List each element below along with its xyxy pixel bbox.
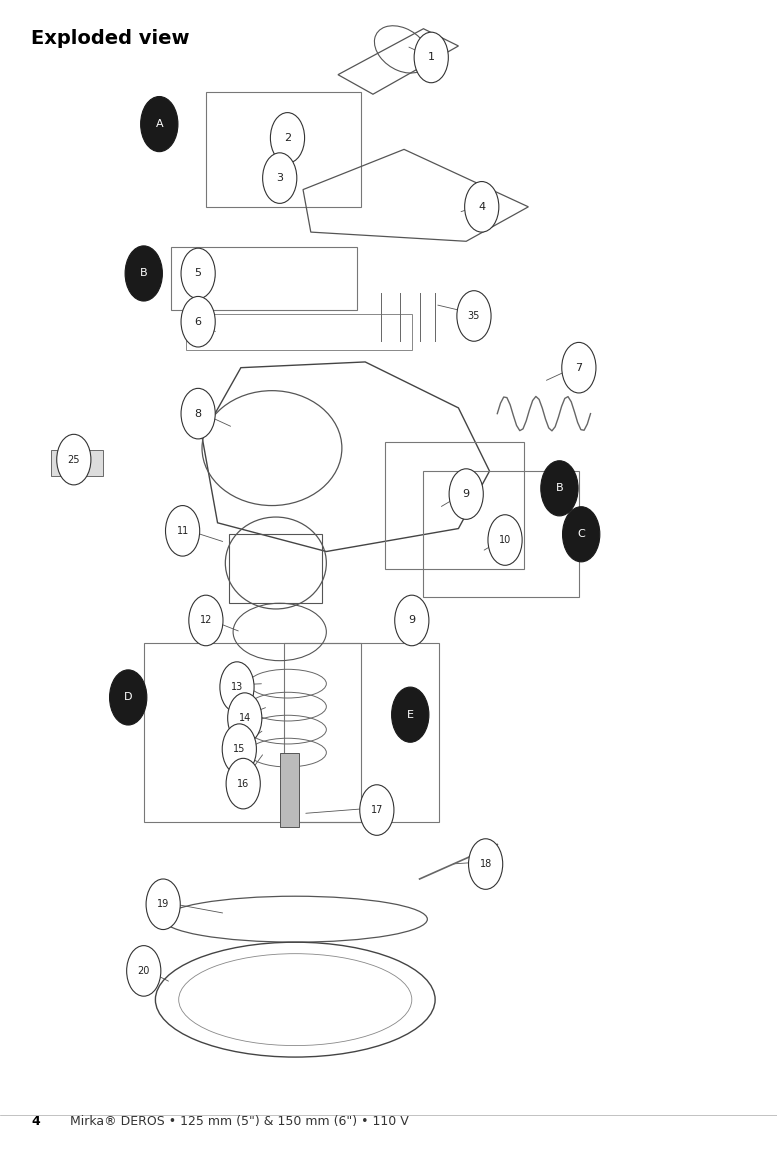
Circle shape (125, 246, 162, 301)
Text: C: C (577, 530, 585, 539)
Circle shape (392, 687, 429, 742)
Circle shape (220, 662, 254, 712)
Circle shape (226, 758, 260, 809)
Text: 14: 14 (239, 714, 251, 723)
Bar (206, 92, 361, 207)
Bar (229, 534, 322, 603)
Text: 12: 12 (200, 616, 212, 625)
Circle shape (181, 388, 215, 439)
Text: 10: 10 (499, 535, 511, 545)
Text: 3: 3 (276, 173, 284, 183)
Text: 15: 15 (233, 745, 246, 754)
Bar (144, 643, 361, 822)
Text: 4: 4 (478, 202, 486, 211)
Text: 16: 16 (237, 779, 249, 788)
Circle shape (57, 434, 91, 485)
Circle shape (146, 879, 180, 930)
Bar (171, 247, 357, 310)
Circle shape (228, 693, 262, 743)
Circle shape (541, 461, 578, 516)
Circle shape (263, 153, 297, 203)
Text: A: A (155, 119, 163, 129)
Text: E: E (406, 710, 414, 719)
Bar (186, 314, 412, 350)
Circle shape (465, 182, 499, 232)
Bar (51, 450, 103, 476)
Text: 2: 2 (284, 133, 291, 142)
Circle shape (110, 670, 147, 725)
Circle shape (270, 113, 305, 163)
Text: 9: 9 (462, 489, 470, 499)
Bar (280, 753, 299, 827)
Text: B: B (140, 269, 148, 278)
Text: Mirka® DEROS • 125 mm (5") & 150 mm (6") • 110 V: Mirka® DEROS • 125 mm (5") & 150 mm (6")… (70, 1116, 409, 1128)
Text: Exploded view: Exploded view (31, 29, 190, 48)
Circle shape (469, 839, 503, 889)
Circle shape (166, 506, 200, 556)
Text: D: D (124, 693, 132, 702)
Bar (385, 442, 524, 569)
Circle shape (222, 724, 256, 774)
Circle shape (181, 296, 215, 347)
Text: 8: 8 (194, 409, 202, 418)
Text: 6: 6 (194, 317, 202, 326)
Text: 9: 9 (408, 616, 416, 625)
Circle shape (449, 469, 483, 519)
Text: 7: 7 (575, 363, 583, 372)
Circle shape (457, 291, 491, 341)
Text: 4: 4 (31, 1116, 40, 1128)
Circle shape (181, 248, 215, 299)
Circle shape (141, 97, 178, 152)
Text: 5: 5 (194, 269, 202, 278)
Text: 18: 18 (479, 859, 492, 869)
Text: 11: 11 (176, 526, 189, 535)
Text: 19: 19 (157, 900, 169, 909)
Bar (423, 471, 579, 597)
Circle shape (563, 507, 600, 562)
Bar (284, 643, 439, 822)
Circle shape (127, 946, 161, 996)
Circle shape (562, 342, 596, 393)
Circle shape (360, 785, 394, 835)
Text: 25: 25 (68, 455, 80, 464)
Text: 20: 20 (138, 966, 150, 976)
Text: 17: 17 (371, 805, 383, 815)
Text: 35: 35 (468, 311, 480, 321)
Text: 1: 1 (427, 53, 435, 62)
Circle shape (189, 595, 223, 646)
Circle shape (395, 595, 429, 646)
Text: B: B (556, 484, 563, 493)
Circle shape (488, 515, 522, 565)
Circle shape (414, 32, 448, 83)
Text: 13: 13 (231, 683, 243, 692)
